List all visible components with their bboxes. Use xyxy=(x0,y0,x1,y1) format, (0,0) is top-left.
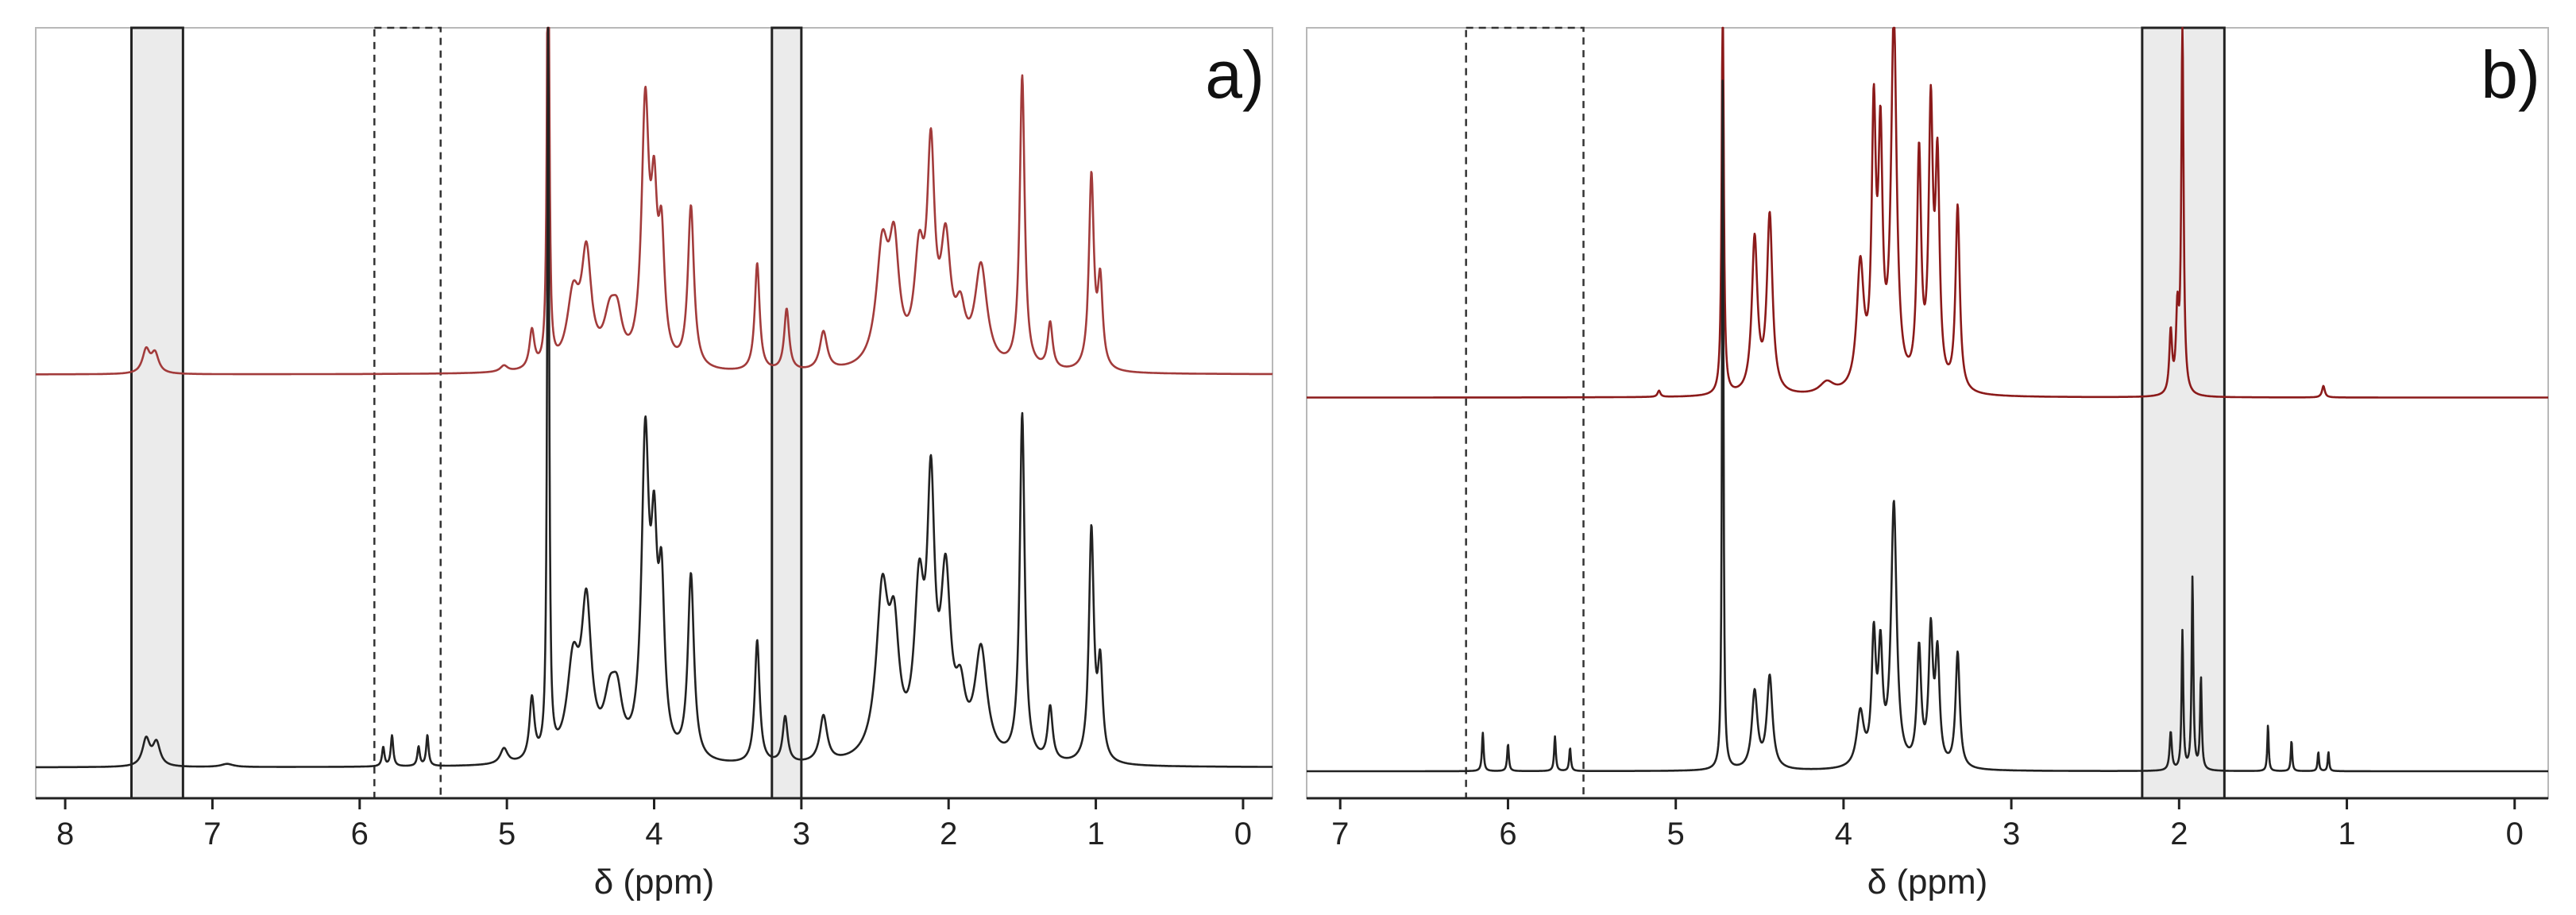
x-tick-label: 6 xyxy=(1499,817,1516,851)
spectrum-line-bottom xyxy=(1306,79,2549,773)
x-tick-label: 8 xyxy=(56,817,74,851)
panel-label: b) xyxy=(2481,37,2540,112)
panel-label: a) xyxy=(1205,37,1265,112)
spectrum-line-top xyxy=(1306,26,2549,399)
x-tick-label: 5 xyxy=(498,817,516,851)
plot-frame xyxy=(1306,27,2549,799)
x-axis-label: δ (ppm) xyxy=(1867,863,1988,901)
x-tick-label: 5 xyxy=(1667,817,1685,851)
chart-panel-b: 7 6 5 4 3 2 1 0 δ (ppm) b) xyxy=(1306,26,2549,901)
x-tick-label: 1 xyxy=(2338,817,2355,851)
x-tick-label: 2 xyxy=(940,817,957,851)
highlight-region-3 xyxy=(770,26,803,800)
spectrum-line-top xyxy=(35,26,1273,376)
x-tick-label: 6 xyxy=(351,817,369,851)
x-tick-label: 0 xyxy=(2506,817,2524,851)
x-tick-label: 0 xyxy=(1234,817,1252,851)
x-tick-label: 3 xyxy=(2002,817,2020,851)
x-tick-label: 7 xyxy=(1331,817,1349,851)
x-axis-label: δ (ppm) xyxy=(594,863,715,901)
x-tick-label: 4 xyxy=(645,817,662,851)
x-tick-label: 1 xyxy=(1087,817,1104,851)
x-tick-label: 4 xyxy=(1835,817,1852,851)
spectrum-line-bottom xyxy=(35,26,1273,769)
x-tick-label: 7 xyxy=(203,817,221,851)
chart-panel-a: 8 7 6 5 4 3 2 1 0 δ (ppm) a) xyxy=(35,26,1273,901)
x-tick-label: 2 xyxy=(2170,817,2188,851)
x-tick-label: 3 xyxy=(793,817,810,851)
highlight-region-1 xyxy=(129,26,184,800)
